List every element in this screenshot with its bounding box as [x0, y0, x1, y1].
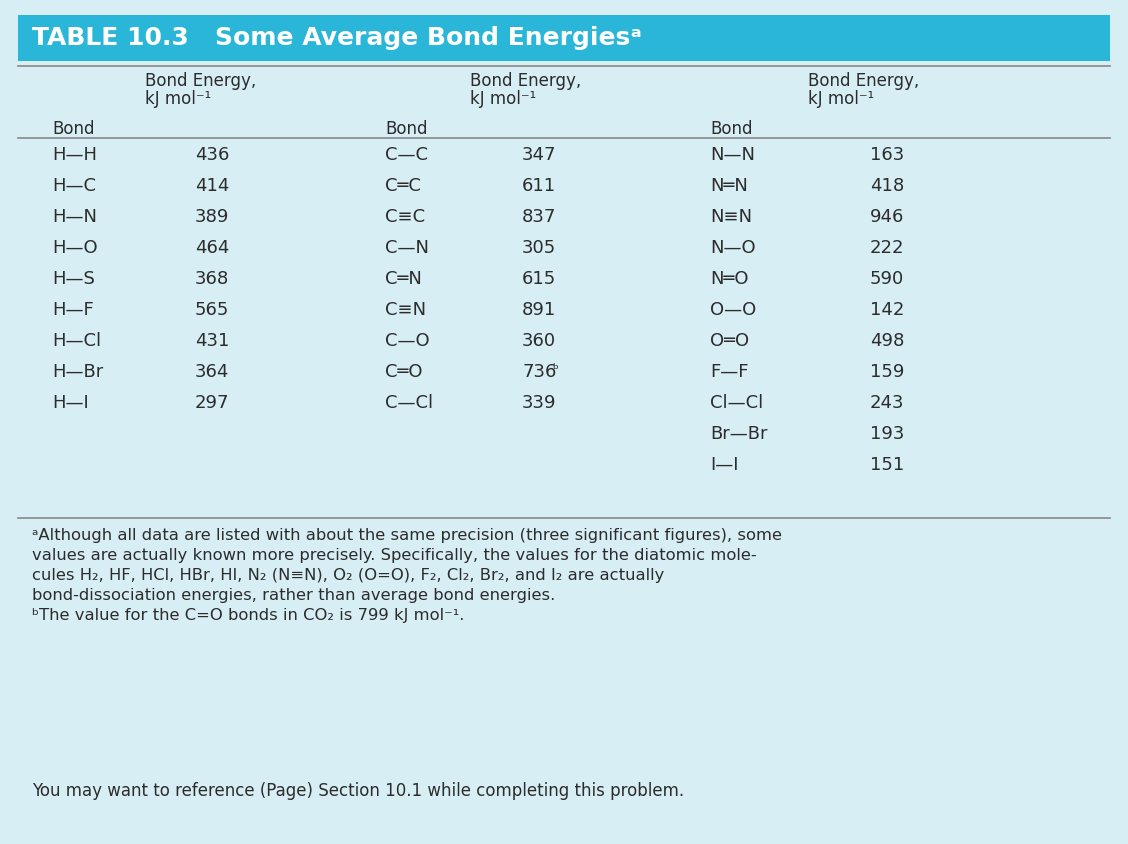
- Text: O═O: O═O: [710, 332, 749, 350]
- Text: N—O: N—O: [710, 239, 756, 257]
- Text: kJ mol⁻¹: kJ mol⁻¹: [808, 90, 874, 108]
- FancyBboxPatch shape: [18, 15, 1110, 61]
- Text: 347: 347: [522, 146, 556, 164]
- Text: H—Cl: H—Cl: [52, 332, 102, 350]
- Text: 418: 418: [870, 177, 905, 195]
- Text: N═O: N═O: [710, 270, 749, 288]
- Text: Cl—Cl: Cl—Cl: [710, 394, 764, 412]
- Text: 436: 436: [195, 146, 229, 164]
- Text: ᵇThe value for the C=O bonds in CO₂ is 799 kJ mol⁻¹.: ᵇThe value for the C=O bonds in CO₂ is 7…: [32, 608, 465, 623]
- Text: bond-dissociation energies, rather than average bond energies.: bond-dissociation energies, rather than …: [32, 588, 555, 603]
- Text: N≡N: N≡N: [710, 208, 752, 226]
- Text: C—O: C—O: [385, 332, 430, 350]
- Text: 464: 464: [195, 239, 229, 257]
- Text: Bond: Bond: [385, 120, 428, 138]
- Text: You may want to reference (Page) Section 10.1 while completing this problem.: You may want to reference (Page) Section…: [32, 782, 684, 800]
- Text: 159: 159: [870, 363, 905, 381]
- Text: C═N: C═N: [385, 270, 422, 288]
- Text: I—I: I—I: [710, 456, 739, 474]
- Text: 360: 360: [522, 332, 556, 350]
- Text: 414: 414: [195, 177, 229, 195]
- Text: 611: 611: [522, 177, 556, 195]
- Text: H—O: H—O: [52, 239, 98, 257]
- Text: 891: 891: [522, 301, 556, 319]
- Text: ᵃAlthough all data are listed with about the same precision (three significant f: ᵃAlthough all data are listed with about…: [32, 528, 782, 543]
- Text: H—I: H—I: [52, 394, 89, 412]
- Text: Bond: Bond: [710, 120, 752, 138]
- Text: cules H₂, HF, HCl, HBr, HI, N₂ (N≡N), O₂ (O=O), F₂, Cl₂, Br₂, and I₂ are actuall: cules H₂, HF, HCl, HBr, HI, N₂ (N≡N), O₂…: [32, 568, 664, 583]
- Text: C≡N: C≡N: [385, 301, 426, 319]
- Text: 163: 163: [870, 146, 905, 164]
- Text: 368: 368: [195, 270, 229, 288]
- Text: 498: 498: [870, 332, 905, 350]
- Text: 297: 297: [195, 394, 229, 412]
- Text: 305: 305: [522, 239, 556, 257]
- Text: TABLE 10.3   Some Average Bond Energiesᵃ: TABLE 10.3 Some Average Bond Energiesᵃ: [32, 26, 642, 50]
- Text: N—N: N—N: [710, 146, 755, 164]
- Text: 590: 590: [870, 270, 905, 288]
- Text: 193: 193: [870, 425, 905, 443]
- Text: C≡C: C≡C: [385, 208, 425, 226]
- Text: 222: 222: [870, 239, 905, 257]
- Text: values are actually known more precisely. Specifically, the values for the diato: values are actually known more precisely…: [32, 548, 757, 563]
- Text: 339: 339: [522, 394, 556, 412]
- Text: 431: 431: [195, 332, 229, 350]
- Text: 142: 142: [870, 301, 905, 319]
- Text: N═N: N═N: [710, 177, 748, 195]
- Text: C—N: C—N: [385, 239, 429, 257]
- Text: 736: 736: [522, 363, 556, 381]
- Text: H—N: H—N: [52, 208, 97, 226]
- Text: 243: 243: [870, 394, 905, 412]
- Text: 364: 364: [195, 363, 229, 381]
- Text: Bond: Bond: [52, 120, 95, 138]
- Text: ᵇ: ᵇ: [552, 363, 558, 377]
- Text: C—C: C—C: [385, 146, 428, 164]
- Text: 837: 837: [522, 208, 556, 226]
- Text: O—O: O—O: [710, 301, 756, 319]
- Text: 615: 615: [522, 270, 556, 288]
- Text: C═C: C═C: [385, 177, 421, 195]
- Text: H—S: H—S: [52, 270, 95, 288]
- Text: Br—Br: Br—Br: [710, 425, 767, 443]
- Text: 151: 151: [870, 456, 905, 474]
- Text: C—Cl: C—Cl: [385, 394, 433, 412]
- Text: 946: 946: [870, 208, 905, 226]
- Text: H—H: H—H: [52, 146, 97, 164]
- Text: F—F: F—F: [710, 363, 749, 381]
- Text: 565: 565: [195, 301, 229, 319]
- Text: Bond Energy,: Bond Energy,: [146, 72, 256, 90]
- Text: C═O: C═O: [385, 363, 423, 381]
- Text: H—C: H—C: [52, 177, 96, 195]
- Text: kJ mol⁻¹: kJ mol⁻¹: [470, 90, 536, 108]
- Text: kJ mol⁻¹: kJ mol⁻¹: [146, 90, 211, 108]
- Text: H—Br: H—Br: [52, 363, 104, 381]
- Text: Bond Energy,: Bond Energy,: [470, 72, 581, 90]
- Text: H—F: H—F: [52, 301, 94, 319]
- Text: Bond Energy,: Bond Energy,: [808, 72, 919, 90]
- Text: 389: 389: [195, 208, 229, 226]
